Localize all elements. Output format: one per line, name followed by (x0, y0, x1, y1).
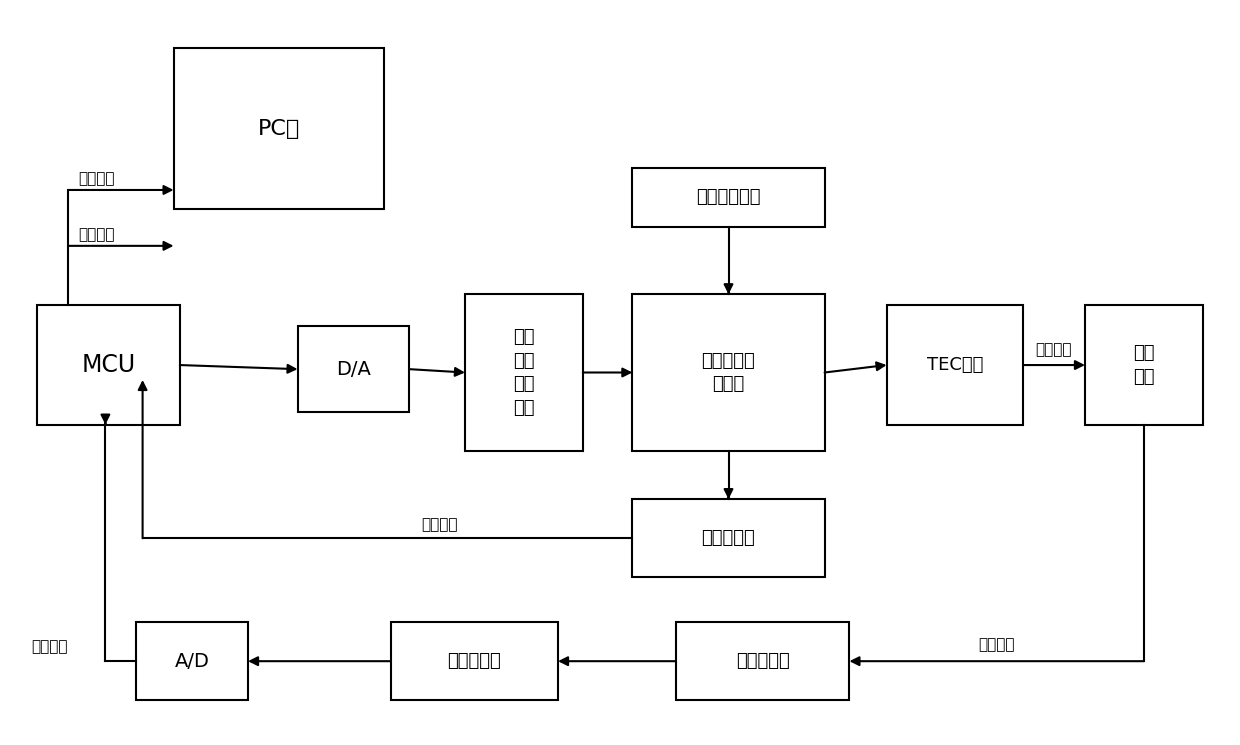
Bar (632, 294, 825, 451)
Bar (676, 622, 849, 700)
Text: 设定温度: 设定温度 (78, 171, 114, 186)
Bar (632, 499, 825, 577)
Text: 电流互感器: 电流互感器 (702, 529, 755, 548)
Bar (465, 294, 583, 451)
Bar (887, 305, 1023, 425)
Text: A/D: A/D (175, 652, 210, 670)
Text: PC机: PC机 (258, 118, 300, 139)
Text: 控制温度: 控制温度 (1035, 343, 1073, 358)
Text: 双极性电流
驱动器: 双极性电流 驱动器 (702, 352, 755, 393)
Text: D/A: D/A (336, 360, 371, 378)
Text: 温度传感器: 温度传感器 (735, 652, 790, 670)
Text: 当前温度: 当前温度 (978, 637, 1014, 653)
Text: 反馈电流: 反馈电流 (422, 517, 458, 532)
Text: 信号放大器: 信号放大器 (448, 652, 501, 670)
Bar (391, 622, 558, 700)
Text: TEC模块: TEC模块 (926, 356, 983, 374)
Bar (37, 305, 180, 425)
Bar (174, 48, 384, 209)
Bar (298, 326, 409, 412)
Text: 电流
给定
隔离
放大: 电流 给定 隔离 放大 (513, 328, 534, 417)
Text: MCU: MCU (82, 353, 135, 377)
Text: 反馈温度: 反馈温度 (31, 638, 67, 654)
Text: 显示温度: 显示温度 (78, 227, 114, 242)
Text: 光学
晶体: 光学 晶体 (1133, 344, 1154, 386)
Bar (1085, 305, 1203, 425)
Bar (632, 168, 825, 227)
Text: 直流稳压电源: 直流稳压电源 (696, 188, 761, 206)
Bar (136, 622, 248, 700)
